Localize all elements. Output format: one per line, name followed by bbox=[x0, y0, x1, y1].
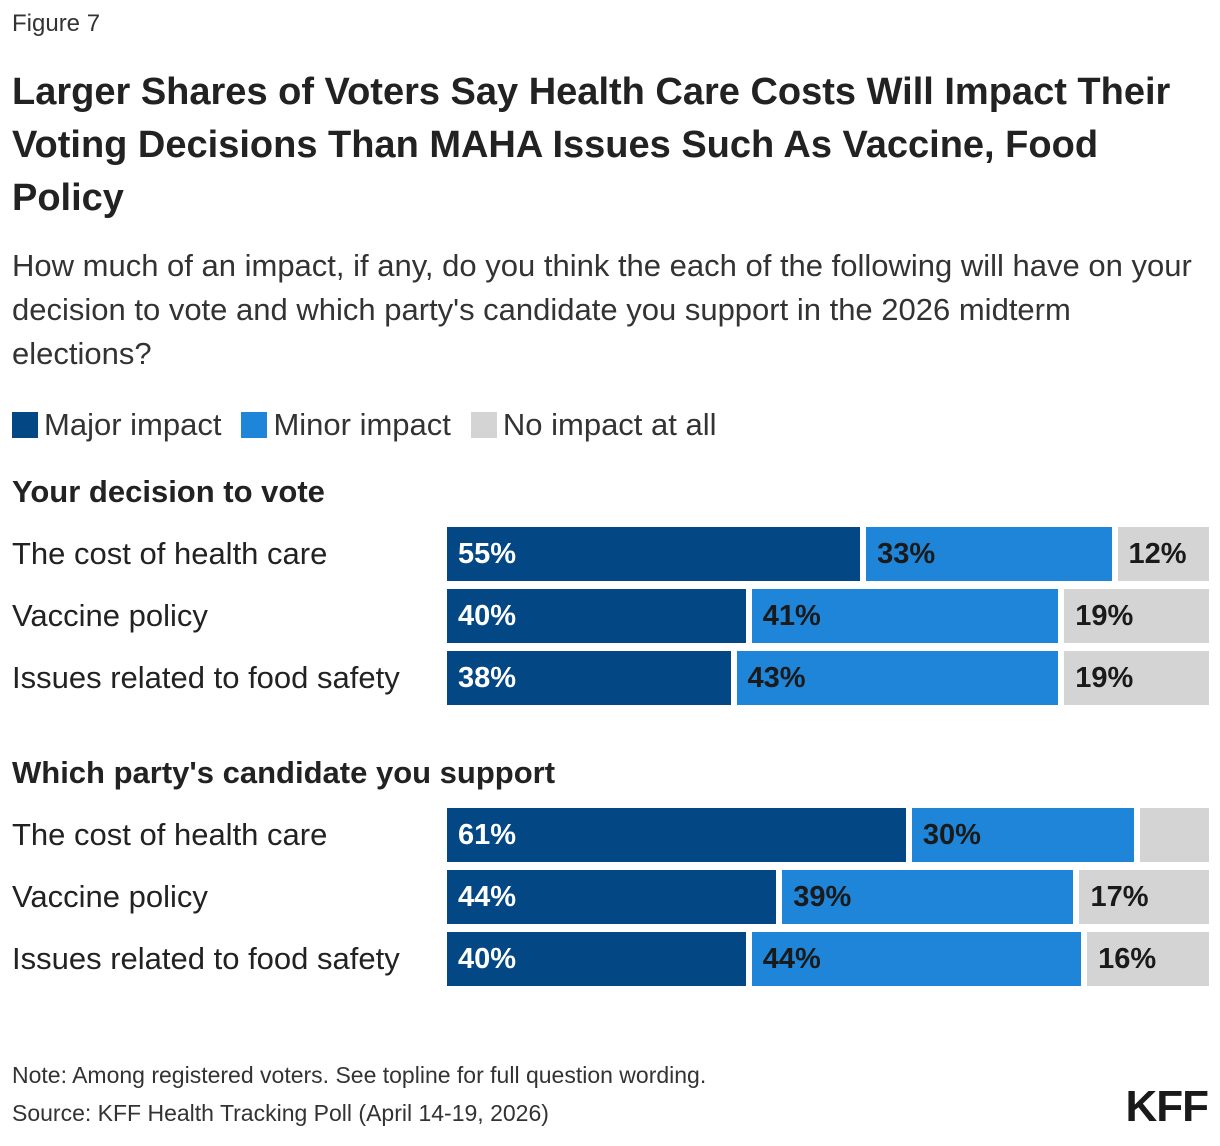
legend-item-none: No impact at all bbox=[470, 407, 717, 443]
legend-item-minor: Minor impact bbox=[241, 407, 451, 443]
data-label: 41% bbox=[762, 600, 821, 632]
legend-label-major: Major impact bbox=[44, 407, 222, 442]
data-label: 40% bbox=[458, 600, 517, 632]
data-label: 16% bbox=[1098, 943, 1157, 975]
bar-row: 40% 44% 16% bbox=[447, 932, 1209, 986]
category-label: The cost of health care bbox=[12, 817, 328, 852]
bar-segment-major bbox=[447, 870, 777, 924]
legend-label-minor: Minor impact bbox=[273, 407, 451, 442]
bar-segment-minor bbox=[751, 932, 1082, 986]
bar-segment-none bbox=[1064, 651, 1209, 705]
bar-segment-major bbox=[447, 527, 861, 581]
bar-segment-major bbox=[447, 651, 731, 705]
data-label: 55% bbox=[458, 538, 517, 570]
legend-item-major: Major impact bbox=[12, 407, 221, 443]
category-label: Issues related to food safety bbox=[12, 660, 400, 695]
legend-swatch-major bbox=[12, 412, 38, 438]
data-label: 40% bbox=[458, 943, 517, 975]
legend-swatch-none bbox=[470, 412, 497, 438]
bar-segment-none bbox=[1064, 589, 1209, 643]
kff-logo: KFF bbox=[1125, 1082, 1209, 1131]
bar-segment-major bbox=[447, 932, 746, 986]
bar-row: 55% 33% 12% bbox=[447, 527, 1209, 581]
data-label: 12% bbox=[1128, 538, 1187, 570]
bar-row: 44% 39% 17% bbox=[447, 870, 1209, 924]
bar-segment-minor bbox=[736, 651, 1059, 705]
bar-segment-major bbox=[447, 808, 906, 862]
group-title: Your decision to vote bbox=[12, 474, 325, 509]
data-label: 61% bbox=[458, 819, 517, 851]
data-label: 38% bbox=[458, 662, 517, 694]
category-label: Vaccine policy bbox=[12, 598, 208, 633]
data-label: 17% bbox=[1090, 881, 1149, 913]
category-label: Issues related to food safety bbox=[12, 941, 400, 976]
legend: Major impact Minor impact No impact at a… bbox=[12, 405, 737, 445]
bar-segment-minor bbox=[911, 808, 1135, 862]
data-label: 33% bbox=[877, 538, 936, 570]
bar-segment-none bbox=[1140, 808, 1209, 862]
bar-segment-minor bbox=[751, 589, 1059, 643]
bar-segment-none bbox=[1079, 870, 1209, 924]
bar-segment-major bbox=[447, 589, 746, 643]
chart-subtitle: How much of an impact, if any, do you th… bbox=[12, 248, 1192, 371]
bar-segment-minor bbox=[866, 527, 1112, 581]
data-label: 43% bbox=[747, 662, 806, 694]
data-label: 44% bbox=[458, 881, 517, 913]
bar-row: 61% 30% bbox=[447, 808, 1209, 862]
data-label: 44% bbox=[762, 943, 821, 975]
category-label: The cost of health care bbox=[12, 536, 328, 571]
legend-label-none: No impact at all bbox=[502, 407, 717, 442]
data-label: 19% bbox=[1075, 600, 1134, 632]
data-label: 19% bbox=[1075, 662, 1134, 694]
bar-segment-minor bbox=[782, 870, 1074, 924]
category-label: Vaccine policy bbox=[12, 879, 208, 914]
chart-source: Source: KFF Health Tracking Poll (April … bbox=[12, 1100, 549, 1126]
chart-note: Note: Among registered voters. See topli… bbox=[12, 1062, 707, 1088]
data-label: 39% bbox=[793, 881, 852, 913]
bar-segment-none bbox=[1117, 527, 1209, 581]
bar-segment-none bbox=[1087, 932, 1209, 986]
data-label: 30% bbox=[922, 819, 981, 851]
legend-swatch-minor bbox=[241, 412, 268, 438]
group-title: Which party's candidate you support bbox=[12, 755, 556, 790]
bar-row: 40% 41% 19% bbox=[447, 589, 1209, 643]
figure-label: Figure 7 bbox=[12, 10, 101, 37]
chart-title: Larger Shares of Voters Say Health Care … bbox=[12, 71, 1171, 219]
bar-row: 38% 43% 19% bbox=[447, 651, 1209, 705]
